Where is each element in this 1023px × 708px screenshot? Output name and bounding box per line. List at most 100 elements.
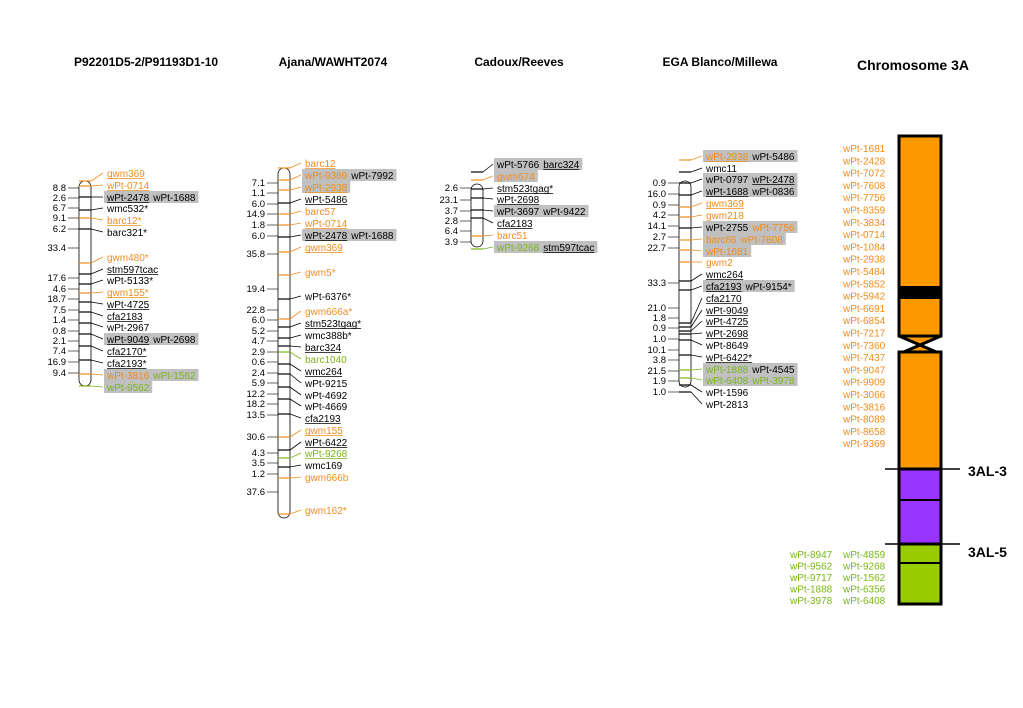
locus-label: stm597tcac [543,243,594,254]
interval-distance: 1.9 [653,376,666,387]
locus-highlight [703,245,752,257]
interval-distance: 2.6 [53,193,66,204]
locus-label: wPt-6422 [304,438,348,449]
locus-connector [90,207,104,211]
locus-label: wPt-9422 [542,207,586,218]
chromosome-marker-orange: wPt-9909 [842,378,886,389]
chromosome-marker-orange: wPt-7217 [842,329,886,340]
interval-distance: 0.9 [653,323,666,334]
locus-connector [90,279,104,285]
locus-label: gwm162* [305,506,347,517]
locus-highlight [104,333,199,345]
interval-distance: 0.8 [53,326,66,337]
linkage-map-4: EGA Blanco/Millewa0.916.00.94.214.12.722… [648,55,798,411]
locus-highlight [703,221,798,233]
locus-label: wmc388b* [304,331,352,342]
map-title: Cadoux/Reeves [474,55,564,69]
chromosome-long-arm-orange [897,350,943,471]
locus-label: wPt-2698 [705,329,749,340]
locus-connector [289,222,302,226]
interval-distance: 1.4 [53,315,66,326]
chromosome-marker-orange: wPt-8658 [842,427,886,438]
locus-connector [90,184,104,187]
interval-distance: 8.8 [53,183,66,194]
locus-label: wPt-1888 [705,365,749,376]
locus-highlight [703,363,798,375]
locus-label: wPt-5486 [304,195,348,206]
interval-distance: 3.8 [653,355,666,366]
map-title: P92201D5-2/P91193D1-10 [74,55,218,69]
interval-distance: 21.0 [648,303,667,314]
locus-connector [289,334,302,339]
locus-connector [690,273,703,282]
locus-connector [289,413,302,419]
locus-connector [690,178,703,184]
interval-distance: 4.3 [252,448,265,459]
locus-connector [690,384,703,393]
linkage-bar [678,180,692,388]
locus-connector [690,155,703,161]
interval-distance: 6.4 [445,226,458,237]
interval-distance: 5.2 [252,326,265,337]
locus-label: wPt-9215 [304,379,348,390]
interval-distance: 33.3 [648,278,667,289]
linkage-map-3: Cadoux/Reeves 2.623.13.72.86.43.9 wPt-5766… [440,55,598,254]
locus-label: wPt-4545 [751,365,795,376]
locus-connector [289,295,302,300]
interval-distance: 21.5 [648,366,667,377]
locus-label: wPt-0836 [751,187,795,198]
locus-label: gwm155* [107,288,149,299]
interval-distance: 1.8 [252,220,265,231]
locus-label: wPt-2698 [496,195,540,206]
locus-label: gwm666a* [305,307,352,318]
locus-connector [690,309,703,328]
chromosome-marker-orange: wPt-8089 [842,415,886,426]
chromosome-marker-orange: wPt-6691 [842,304,886,315]
chromosome-marker-orange: wPt-5942 [842,292,886,303]
locus-label: wPt-8649 [705,341,749,352]
locus-label: wPt-4725 [705,317,749,328]
locus-label: wPt-1688 [152,193,196,204]
locus-connector [289,174,302,181]
locus-connector [90,301,104,305]
linkage-map-2: Ajana/WAWHT20747.11.16.014.91.86.035.819… [247,55,397,519]
locus-label: wPt-9562 [106,383,150,394]
locus-label: wPt-2813 [705,400,749,411]
linkage-bar [277,167,291,519]
chromosome-marker-green: wPt-9717 [789,573,833,584]
locus-label: wPt-9369 [304,171,348,182]
interval-distance: 7.4 [53,346,66,357]
interval-distance: 0.6 [252,357,265,368]
chromosome-marker-orange: wPt-7072 [842,169,886,180]
locus-connector [289,210,302,215]
interval-distance: 2.1 [53,336,66,347]
interval-distance: 17.6 [48,273,67,284]
interval-distance: 1.8 [653,313,666,324]
bin-label-3al-5: 3AL-5 [968,544,1007,560]
interval-distance: 4.7 [252,336,265,347]
locus-connector [90,359,104,364]
locus-highlight [494,205,589,217]
chromosome-3a-ideogram: Chromosome 3A 3AL-3 3AL-5 wPt-1681wPt-24… [789,57,1007,607]
locus-label: gwm218 [706,211,744,222]
interval-distance: 2.7 [653,232,666,243]
locus-connector [690,377,703,381]
locus-label: wPt-1681 [705,247,749,258]
locus-label: barc324 [543,160,580,171]
locus-label: gwm480* [107,253,149,264]
chromosome-marker-green: wPt-3978 [789,596,833,607]
locus-connector [90,268,104,275]
chromosome-centromere [898,334,942,347]
locus-connector [690,391,703,405]
chromosome-bin-3al-5-green [897,542,943,606]
locus-connector [90,256,104,264]
locus-label: barc57 [305,207,336,218]
locus-label: wPt-5133* [106,276,153,287]
chromosome-marker-green: wPt-4859 [842,550,886,561]
locus-label: wmc532* [106,204,148,215]
locus-label: gwm369 [305,243,343,254]
locus-label: wPt-6408 [705,376,749,387]
locus-label: wPt-4725 [106,300,150,311]
locus-connector [482,163,494,173]
interval-distance: 35.8 [247,249,266,260]
